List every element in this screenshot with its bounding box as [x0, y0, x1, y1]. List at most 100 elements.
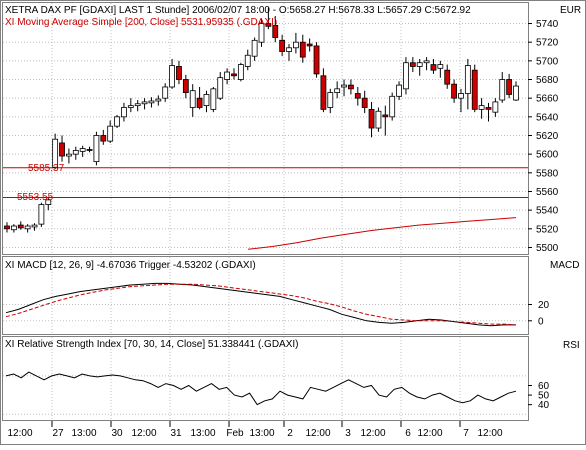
candle-body — [251, 39, 258, 57]
candle-body — [286, 47, 292, 52]
candle-body — [279, 39, 286, 52]
candle-body — [327, 92, 334, 108]
candle-body — [513, 85, 519, 101]
candle-body — [107, 125, 114, 142]
candle-body — [341, 84, 347, 88]
candle-body — [485, 107, 492, 110]
rsi-panel-label: RSI — [563, 340, 580, 351]
candle-body — [121, 107, 127, 118]
price-y-tick-label: 5720 — [536, 38, 559, 49]
price-y-tick-label: 5620 — [536, 131, 559, 142]
candle-body — [478, 105, 485, 110]
candle-body — [320, 75, 327, 110]
candle-body — [382, 114, 389, 118]
price-y-tick-label: 5560 — [536, 187, 559, 198]
macd-panel-frame — [2, 256, 529, 335]
candle-body — [292, 41, 299, 49]
candle-body — [354, 93, 361, 99]
candle-body — [437, 64, 444, 69]
candle-body — [416, 62, 423, 67]
candle-body — [334, 88, 341, 93]
price-panel-title: XETRA DAX PF [GDAXI] LAST 1 Stunde] 2006… — [5, 5, 471, 16]
candle-body — [155, 98, 162, 102]
candle-body — [52, 138, 59, 168]
candle-body — [127, 105, 134, 108]
price-panel-subtitle: XI Moving Average Simple [200, Close] 55… — [5, 17, 277, 28]
candle-body — [361, 97, 368, 108]
candle-body — [189, 90, 196, 108]
candle-body — [134, 103, 141, 107]
trigger-line — [5, 283, 517, 326]
x-tick-label: 3 — [345, 428, 351, 439]
candle-body — [272, 24, 279, 38]
candle-body — [182, 79, 189, 93]
x-tick-label: Feb — [226, 428, 244, 439]
candle-body — [492, 101, 499, 113]
candle-body — [10, 225, 17, 231]
level-label-upper: 5585.37 — [28, 163, 65, 174]
candle-body — [348, 84, 354, 90]
candle-body — [471, 69, 478, 110]
candle-body — [66, 153, 72, 157]
x-tick-label: 31 — [170, 428, 182, 439]
macd-layer — [5, 282, 517, 327]
candle-body — [444, 69, 451, 85]
grid-layer — [3, 3, 528, 420]
candle-body — [451, 83, 457, 99]
x-tick-label: 13:00 — [190, 428, 215, 439]
rsi-layer — [5, 371, 517, 406]
candle-body — [210, 88, 217, 110]
candle-body — [45, 199, 52, 205]
candle-body — [100, 135, 107, 142]
candle-body — [93, 135, 100, 163]
candle-body — [114, 116, 120, 127]
candle-body — [389, 95, 396, 118]
candles-layer — [4, 7, 519, 233]
candle-body — [244, 54, 251, 67]
x-tick-label: 12:00 — [417, 428, 442, 439]
candle-body — [196, 97, 203, 108]
y-axis-labels: 5500 5520 5540 5560 5580 5600 5620 5640 5660 5680… — [536, 19, 559, 411]
price-y-tick-label: 5740 — [536, 19, 559, 30]
candle-body — [162, 86, 169, 99]
price-y-tick-label: 5680 — [536, 75, 559, 86]
candle-body — [24, 225, 31, 230]
x-tick-label: 7 — [463, 428, 469, 439]
x-tick-label: 2 — [287, 428, 293, 439]
candle-body — [203, 94, 210, 107]
level-label-lower: 5553.55 — [17, 192, 54, 203]
candle-body — [499, 79, 506, 101]
candle-body — [169, 65, 175, 88]
moving-average-layer — [247, 217, 517, 250]
price-panel-frame — [2, 2, 529, 255]
macd-y-tick-label: 0 — [538, 316, 544, 327]
candle-body — [313, 45, 320, 75]
rsi-panel-title: XI Relative Strength Index [70, 30, 14, … — [5, 339, 299, 350]
currency-label: EUR — [560, 5, 581, 16]
x-tick-label: 27 — [52, 428, 64, 439]
macd-panel-label: MACD — [550, 260, 579, 271]
x-tick-label: 12:00 — [7, 428, 32, 439]
price-y-tick-label: 5600 — [536, 150, 559, 161]
candle-body — [237, 64, 244, 80]
rsi-line — [5, 371, 517, 406]
candle-body — [4, 225, 10, 230]
candle-body — [458, 93, 464, 99]
price-y-tick-label: 5660 — [536, 94, 559, 105]
candle-body — [38, 204, 45, 225]
candle-body — [265, 23, 272, 27]
candle-body — [176, 66, 182, 80]
x-tick-label: 13:00 — [71, 428, 96, 439]
macd-panel-title: XI MACD [12, 26, 9] -4.67036 Trigger -4.… — [5, 260, 256, 271]
candle-body — [231, 73, 237, 77]
axis-ticks — [51, 23, 532, 427]
candle-body — [396, 84, 402, 97]
macd-y-tick-label: 20 — [538, 300, 550, 311]
candle-body — [217, 77, 224, 99]
candle-body — [17, 224, 24, 229]
candle-body — [375, 110, 382, 129]
candle-body — [299, 41, 306, 58]
